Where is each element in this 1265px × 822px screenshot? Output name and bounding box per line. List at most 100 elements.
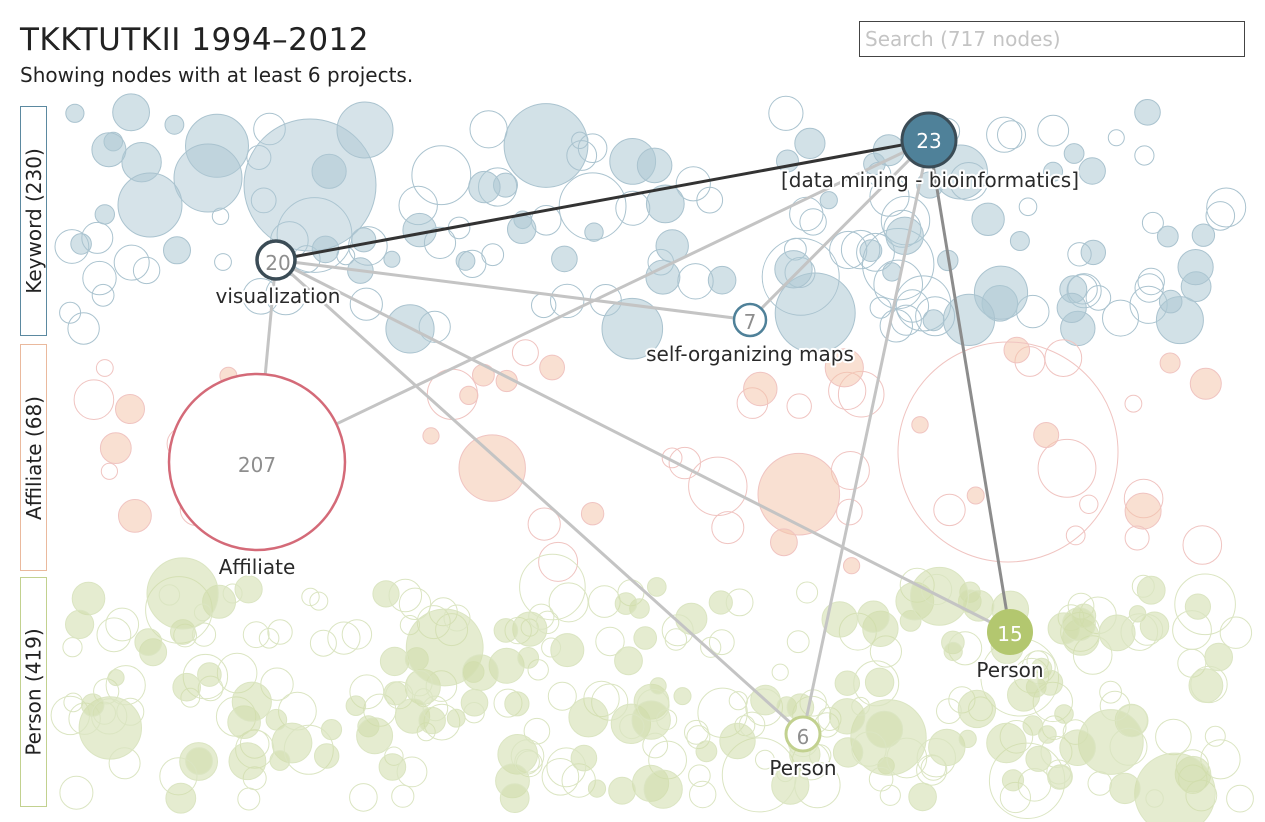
band-affiliate: Affiliate (68) xyxy=(20,344,47,571)
node-person-6[interactable]: 6 Person xyxy=(767,715,839,782)
person-node xyxy=(1047,764,1073,790)
person-node xyxy=(631,700,671,740)
keyword-node xyxy=(550,283,585,319)
keyword-node xyxy=(915,296,956,337)
person-node xyxy=(879,784,901,806)
affiliate-node xyxy=(911,416,929,434)
keyword-node xyxy=(117,172,183,238)
person-node xyxy=(958,729,977,749)
highlighted-nodes[interactable]: 207 Affiliate 20 visualization 7 self-or… xyxy=(167,111,1081,782)
person-node xyxy=(222,583,243,604)
keyword-node xyxy=(866,161,892,187)
affiliate-node xyxy=(99,432,132,465)
edge-visualization-person6 xyxy=(274,258,805,736)
search-input[interactable] xyxy=(859,21,1245,57)
keyword-node xyxy=(696,186,724,214)
person-node xyxy=(1059,729,1096,767)
person-node xyxy=(708,590,733,615)
person-node xyxy=(388,578,423,613)
node-som-count: 7 xyxy=(744,310,757,334)
person-node xyxy=(649,677,667,695)
node-person-15[interactable]: 15 Person xyxy=(974,609,1046,684)
person-node xyxy=(1226,784,1254,813)
keyword-node xyxy=(481,243,505,267)
person-node xyxy=(541,637,562,658)
keyword-node xyxy=(645,184,685,224)
keyword-node xyxy=(1206,187,1247,228)
person-node xyxy=(636,688,670,722)
keyword-node xyxy=(243,118,377,252)
edge-datamining-person6 xyxy=(801,139,931,735)
node-person-15-label: Person xyxy=(976,658,1043,682)
person-node xyxy=(62,637,83,658)
person-node xyxy=(673,687,692,706)
person-node xyxy=(541,758,580,796)
person-node xyxy=(695,740,718,763)
person-node xyxy=(158,584,181,606)
person-node xyxy=(1037,669,1064,696)
person-node xyxy=(656,709,678,731)
person-node xyxy=(1120,613,1159,651)
person-node xyxy=(91,698,128,735)
affiliate-node xyxy=(115,394,145,424)
keyword-node xyxy=(949,162,989,201)
person-node xyxy=(1190,665,1228,704)
person-node xyxy=(341,619,373,650)
node-som[interactable]: 7 self-organizing maps xyxy=(644,302,856,368)
person-node xyxy=(851,696,870,716)
keyword-node xyxy=(1078,157,1106,185)
affiliate-node xyxy=(688,456,748,516)
person-node xyxy=(242,621,270,649)
person-node xyxy=(1184,593,1212,620)
person-node xyxy=(499,783,530,813)
keyword-node xyxy=(768,95,804,131)
keyword-node xyxy=(571,131,589,150)
affiliate-node xyxy=(1182,525,1223,565)
page-subtitle: Showing nodes with at least 6 projects. xyxy=(20,63,414,87)
keyword-node xyxy=(1063,143,1085,164)
person-node xyxy=(462,654,499,691)
keyword-node xyxy=(997,120,1026,150)
person-node xyxy=(165,782,197,814)
keyword-node xyxy=(794,127,826,159)
person-node xyxy=(108,747,141,780)
node-visualization[interactable]: 20 visualization xyxy=(214,239,342,310)
keyword-node xyxy=(829,230,868,270)
node-affiliate[interactable]: 207 Affiliate xyxy=(167,372,347,581)
node-data-mining-count: 23 xyxy=(916,129,941,153)
person-node xyxy=(172,672,201,702)
node-som-label: self-organizing maps xyxy=(646,342,854,366)
keyword-node xyxy=(1056,292,1087,323)
person-node xyxy=(614,646,643,676)
person-node xyxy=(865,710,904,749)
person-node xyxy=(633,626,658,650)
node-person-6-count: 6 xyxy=(797,725,810,749)
keyword-node xyxy=(113,244,150,281)
person-node xyxy=(446,708,466,728)
person-node xyxy=(986,722,1027,764)
affiliate-node xyxy=(711,511,745,545)
person-node xyxy=(96,617,132,653)
person-node xyxy=(796,581,819,604)
keyword-node xyxy=(971,202,1005,237)
person-node xyxy=(185,747,213,775)
person-node xyxy=(105,607,140,642)
affiliate-node xyxy=(757,452,841,536)
person-node xyxy=(647,577,667,597)
keyword-node xyxy=(458,249,487,278)
person-node xyxy=(391,784,415,808)
node-data-mining[interactable]: 23 [data mining - bioinformatics] xyxy=(779,111,1081,194)
affiliate-node xyxy=(538,541,579,582)
person-node xyxy=(105,665,146,706)
edge-datamining-affiliate xyxy=(256,138,930,464)
keyword-node xyxy=(94,204,116,225)
affiliate-node xyxy=(511,339,539,367)
affiliate-node xyxy=(966,486,985,505)
person-node xyxy=(191,622,217,647)
person-node xyxy=(643,769,683,809)
keyword-node xyxy=(1156,225,1179,248)
affiliate-node xyxy=(897,341,1119,563)
affiliate-node xyxy=(786,393,812,419)
person-node xyxy=(1219,616,1253,649)
